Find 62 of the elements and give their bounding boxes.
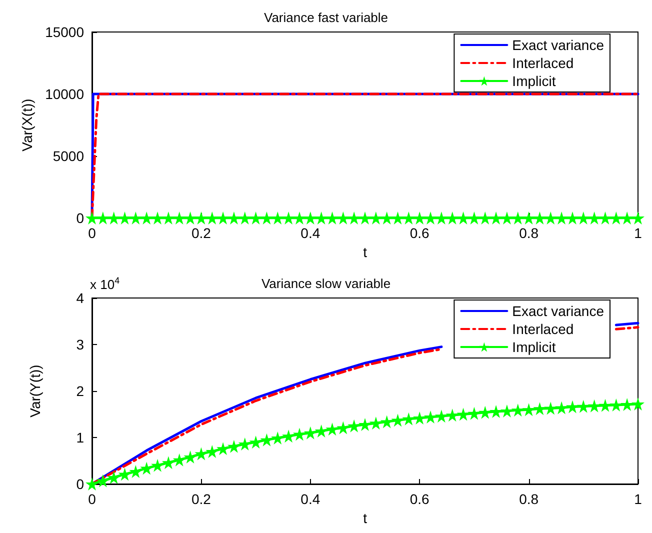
point <box>456 408 470 421</box>
point <box>162 456 175 470</box>
legend-label: Interlaced <box>512 55 574 71</box>
x-tick-label: 0.2 <box>191 225 212 241</box>
point <box>478 406 492 419</box>
x-axis-title: t <box>363 510 368 526</box>
x-tick-label: 0.6 <box>410 491 430 507</box>
x-tick-label: 0.2 <box>191 491 212 507</box>
point <box>632 398 644 411</box>
point <box>249 436 262 449</box>
legend-label: Exact variance <box>512 303 604 319</box>
y-tick-label: 5000 <box>52 148 84 164</box>
x-tick-label: 1 <box>634 491 642 507</box>
x-tick-label: 0.6 <box>410 225 430 241</box>
legend-label: Exact variance <box>512 37 604 53</box>
x-axis-title: t <box>363 244 368 260</box>
legend-label: Interlaced <box>512 321 574 337</box>
point <box>86 478 98 490</box>
point <box>468 406 481 420</box>
point <box>118 468 132 481</box>
y-axis-title: Var(X(t)) <box>19 98 36 152</box>
legend-label: Implicit <box>512 339 556 355</box>
point <box>96 474 110 488</box>
point <box>140 462 154 475</box>
point <box>511 404 524 417</box>
y-tick-label: 3 <box>76 336 84 352</box>
x-tick-label: 1 <box>634 225 642 241</box>
point <box>544 402 558 415</box>
y-tick-label: 4 <box>76 290 84 306</box>
point <box>304 426 317 440</box>
point <box>588 399 601 412</box>
point <box>184 450 197 464</box>
point <box>206 444 219 458</box>
y-tick-label: 0 <box>76 476 84 492</box>
point <box>172 453 186 466</box>
point <box>610 398 623 412</box>
point <box>598 398 612 412</box>
point <box>490 404 503 418</box>
y-tick-label: 1 <box>76 430 84 446</box>
x-tick-label: 0.8 <box>519 491 539 507</box>
point <box>402 412 416 426</box>
y-tick-label: 0 <box>76 210 84 226</box>
x-tick-label: 0.4 <box>300 225 320 241</box>
point <box>129 464 142 478</box>
chart-title: Variance fast variable <box>264 10 388 25</box>
y-tick-label: 10000 <box>45 86 84 102</box>
point <box>620 398 634 411</box>
x-tick-label: 0 <box>88 491 96 507</box>
y-tick-label: 15000 <box>45 24 84 40</box>
x-tick-label: 0 <box>88 225 96 241</box>
legend-label: Implicit <box>512 73 556 89</box>
point <box>566 400 579 414</box>
y-tick-label: 2 <box>76 383 84 399</box>
point <box>107 470 120 484</box>
point <box>227 440 240 453</box>
x-tick-label: 0.4 <box>300 491 320 507</box>
point <box>533 402 546 416</box>
x-tick-label: 0.8 <box>519 225 539 241</box>
point <box>555 401 568 414</box>
chart-title: Variance slow variable <box>261 276 391 291</box>
point <box>576 400 590 413</box>
y-axis-title: Var(Y(t)) <box>27 364 43 418</box>
